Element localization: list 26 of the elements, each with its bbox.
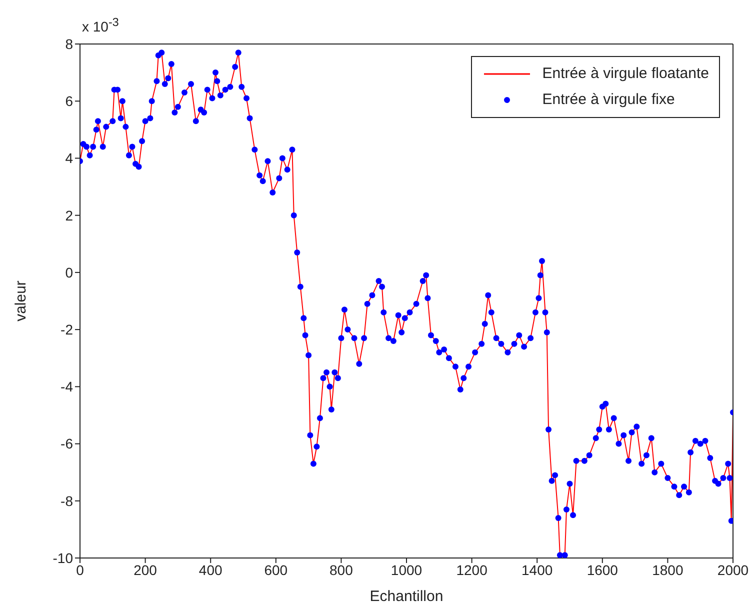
y-tick-label: -10 <box>52 550 74 566</box>
y-tick-label: -6 <box>60 436 74 452</box>
x-tick-label: 2000 <box>717 562 749 578</box>
x-tick-label: 1200 <box>456 562 488 578</box>
x-tick-label: 1600 <box>586 562 618 578</box>
y-tick-label: 8 <box>65 36 74 52</box>
text: x 10$^{-3}$ <box>82 16 119 35</box>
legend-label: Entrée à virgule floatante <box>542 64 709 84</box>
x-tick-label: 200 <box>134 562 158 578</box>
x-tick-label: 0 <box>76 562 84 578</box>
y-axis-title: valeur <box>12 280 30 322</box>
x-tick-label: 1400 <box>522 562 553 578</box>
x-axis-title: Echantillon <box>370 588 444 605</box>
legend-label: Entrée à virgule fixe <box>542 90 675 110</box>
y-tick-label: -8 <box>60 492 74 509</box>
x-tick-label: 800 <box>330 562 354 578</box>
y-tick-label: 2 <box>65 207 74 224</box>
y-tick-label: -4 <box>60 378 74 395</box>
y-tick-label: 4 <box>65 150 74 166</box>
x-tick-label: 1000 <box>390 562 422 578</box>
y-tick-label: 6 <box>65 93 74 110</box>
x-tick-label: 400 <box>198 562 222 578</box>
x-tick-label: 600 <box>264 562 288 578</box>
x-tick-label: 1800 <box>652 562 684 578</box>
y-tick-label: 0 <box>65 264 74 280</box>
y-tick-label: -2 <box>60 322 74 338</box>
